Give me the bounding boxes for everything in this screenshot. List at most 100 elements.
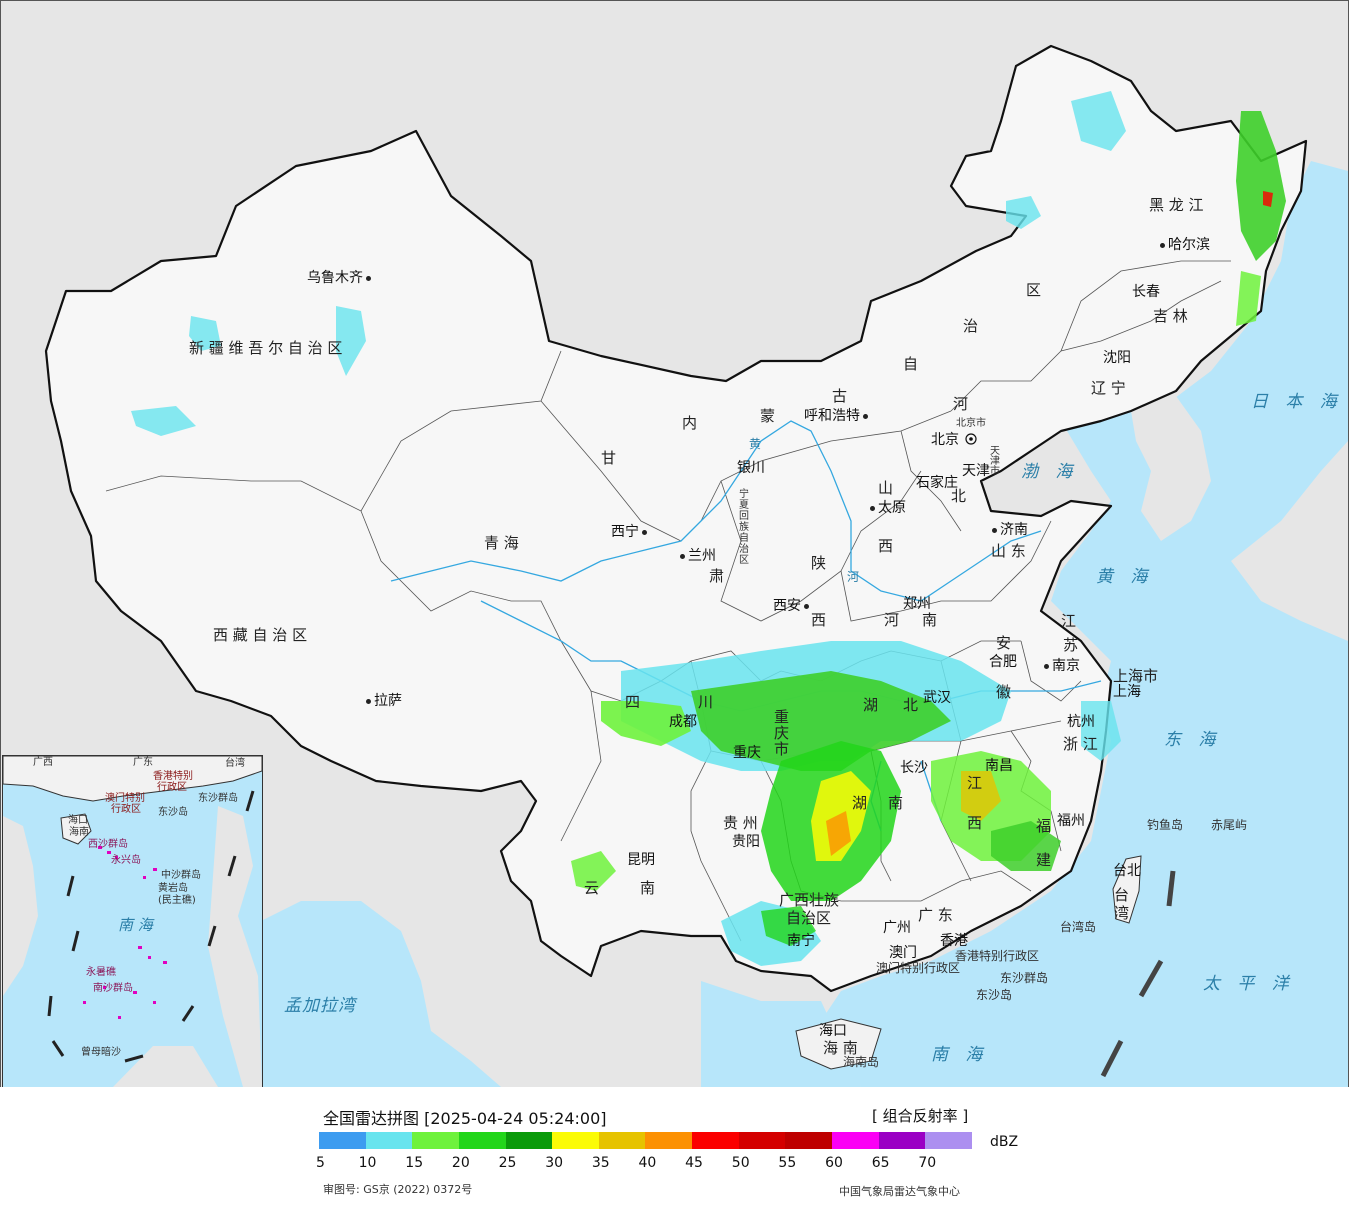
city-yinchuan: 银川	[737, 460, 765, 476]
label-neimeng-meng: 蒙	[760, 407, 776, 425]
label-taiwan: 台湾	[1114, 886, 1130, 922]
color-swatch-60	[832, 1132, 879, 1149]
label-shandong: 山 东	[991, 542, 1026, 560]
sea-ribenhai: 日 本 海	[1251, 392, 1343, 412]
label-gansu-su: 肃	[709, 567, 725, 585]
label-jiangxi-xi: 西	[967, 814, 983, 832]
inset-label-zhongsha: 中沙群岛	[161, 870, 201, 881]
tick-label: 50	[731, 1155, 750, 1171]
tick-label: 40	[638, 1155, 657, 1171]
label-hunan-hu: 湖	[852, 794, 868, 812]
label-guizhou: 贵 州	[723, 814, 758, 832]
inset-label-haikou: 海口	[68, 815, 88, 826]
city-changchun: 长春	[1132, 284, 1160, 300]
label-yunnan-yun: 云	[584, 879, 600, 897]
tick-label: 25	[498, 1155, 517, 1171]
echo-heilongjiang	[1236, 111, 1286, 261]
nine-dash-line	[1100, 870, 1176, 1078]
legend-panel: 全国雷达拼图 [2025-04-24 05:24:00] [ 组合反射率 ] d…	[0, 1087, 1349, 1208]
inset-canvas	[3, 756, 262, 1087]
tick-label: 35	[591, 1155, 610, 1171]
inset-label-guangdong: 广东	[133, 757, 153, 768]
label-xinjiang: 新 疆 维 吾 尔 自 治 区	[189, 339, 343, 357]
label-neimeng-qu: 区	[1026, 281, 1042, 299]
label-hunan-nan: 南	[888, 794, 904, 812]
echo-dxinganling	[1071, 91, 1126, 151]
sea-nanhai: 南 海	[931, 1045, 989, 1065]
city-nanchang: 南昌	[985, 758, 1013, 774]
city-wuhan: 武汉	[923, 690, 951, 706]
label-henan-he: 河	[884, 611, 900, 629]
color-swatch-25	[505, 1132, 553, 1149]
label-guangxi: 广西壮族	[779, 891, 840, 909]
city-hefei: 合肥	[989, 654, 1017, 670]
label-jiangsu-jiang: 江	[1061, 612, 1077, 630]
sea-taipingyang: 太 平 洋	[1203, 974, 1295, 994]
label-heilongjiang: 黑 龙 江	[1149, 196, 1204, 214]
ocean-south-west	[261, 901, 501, 1087]
inset-dash-line	[47, 790, 255, 1063]
inset-label-xianggang: 香港特别	[153, 771, 193, 782]
label-yunnan-nan: 南	[640, 879, 656, 897]
label-hebei-bei: 北	[951, 487, 967, 505]
radar-map: 新 疆 维 吾 尔 自 治 区 西 藏 自 治 区 青 海 甘 肃 内 蒙 古 …	[0, 0, 1349, 1088]
sea-bohai: 渤 海	[1021, 462, 1079, 482]
echo-sichuan	[601, 701, 691, 746]
island-hainandao: 海南岛	[843, 1055, 880, 1069]
island-dongshadao: 东沙岛	[976, 988, 1013, 1002]
echo-jiangxi-yellow	[961, 771, 1001, 821]
radar-echoes	[131, 91, 1286, 966]
echo-central-green	[691, 671, 951, 771]
inset-label-guangxi: 广西	[33, 757, 53, 768]
label-hainan: 海 南	[823, 1039, 858, 1057]
sea-donghai: 东 海	[1164, 730, 1222, 750]
river-he: 河	[847, 570, 860, 584]
inset-label-yongshujiao: 永暑礁	[86, 967, 116, 978]
label-neimeng-zi: 自	[903, 355, 919, 373]
city-jinan: 济南	[989, 523, 1028, 537]
label-jilin: 吉 林	[1153, 307, 1188, 325]
tick-label: 45	[685, 1155, 703, 1171]
echo-neimeng	[1006, 196, 1041, 229]
city-aomen: 澳门	[889, 945, 917, 961]
label-shaanxi-xi: 西	[811, 611, 827, 629]
city-fuzhou: 福州	[1057, 813, 1085, 829]
tick-label: 60	[825, 1155, 843, 1171]
label-guangxi-2: 自治区	[786, 909, 832, 927]
tick-label: 15	[405, 1155, 424, 1171]
city-xianggang: 香港	[940, 933, 968, 949]
label-macau-sar: 澳门特别行政区	[876, 961, 961, 975]
label-beijing-city: 北京市	[956, 418, 986, 429]
label-zhejiang: 浙 江	[1063, 735, 1098, 753]
island-dongshaqundao: 东沙群岛	[1000, 971, 1049, 985]
tick-label: 20	[451, 1155, 470, 1171]
inset-hainan	[60, 813, 92, 845]
sea-mengjialawan: 孟加拉湾	[284, 996, 356, 1016]
color-swatch-10	[365, 1132, 413, 1149]
legend-title: 全国雷达拼图 [2025-04-24 05:24:00]	[323, 1109, 607, 1128]
inset-label-taiwan: 台湾	[225, 758, 245, 769]
city-changsha: 长沙	[900, 760, 928, 776]
label-shanghai-city: 上海市	[1113, 667, 1159, 685]
inset-vietnam	[3, 816, 38, 996]
city-taiyuan: 太原	[867, 501, 906, 515]
color-swatch-65	[878, 1132, 926, 1149]
city-taibei: 台北	[1113, 863, 1141, 879]
color-swatch-20	[458, 1132, 506, 1149]
label-hubei-hu: 湖	[863, 696, 879, 714]
city-tianjin: 天津	[962, 463, 990, 479]
color-swatch-70	[925, 1132, 972, 1149]
legend-unit: dBZ	[990, 1134, 1019, 1150]
echo-xinjiang-3	[336, 306, 366, 376]
echo-fujian	[991, 821, 1061, 871]
echo-guangxi-green	[761, 906, 816, 946]
label-shanxi-shan: 山	[878, 479, 894, 497]
label-jiangsu-su: 苏	[1063, 636, 1079, 654]
legend-product: [ 组合反射率 ]	[872, 1107, 969, 1125]
inset-label-zengmuansha: 曾母暗沙	[81, 1047, 121, 1058]
city-nanning: 南宁	[787, 933, 815, 949]
inset-philippines	[208, 806, 262, 1087]
echo-yunnan	[571, 851, 616, 891]
inset-label-dongshadao: 东沙岛	[158, 807, 188, 818]
tick-label: 65	[871, 1155, 890, 1171]
